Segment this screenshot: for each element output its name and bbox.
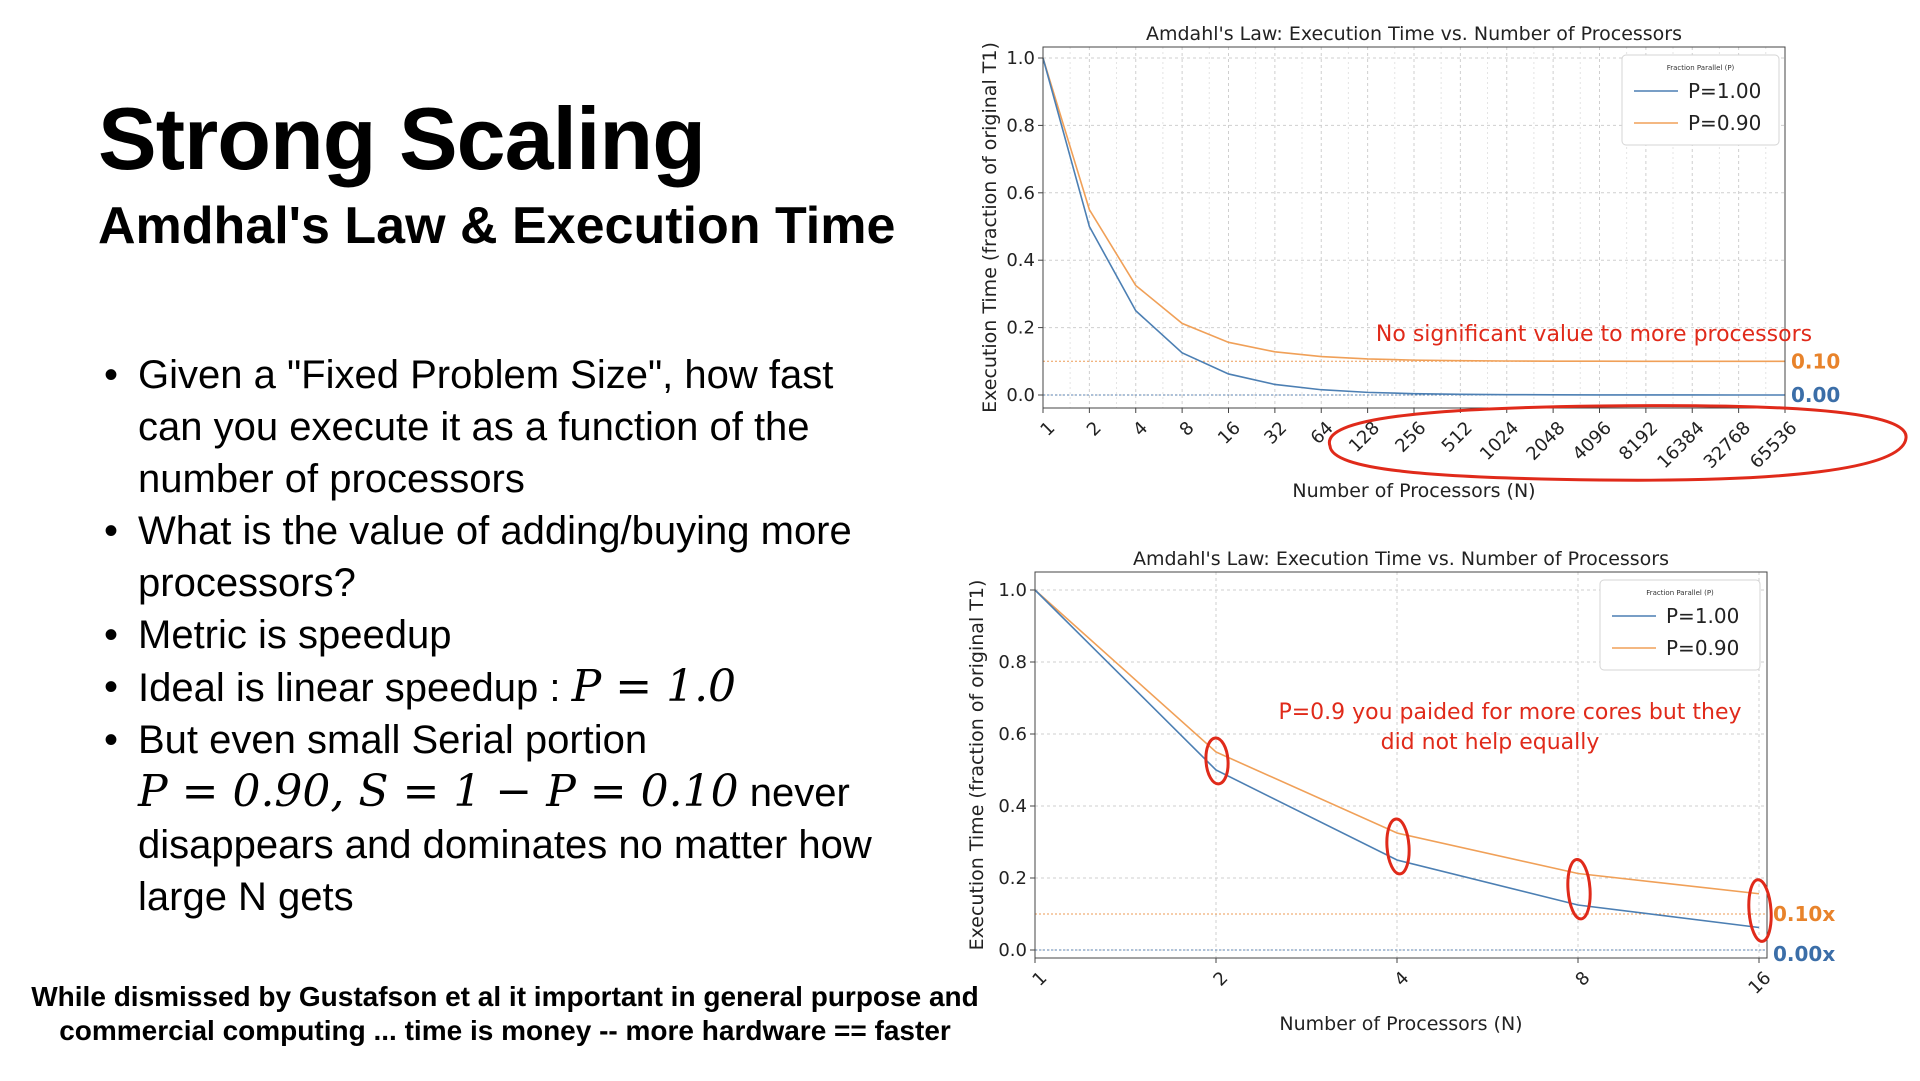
- annotation-text-line-2: did not help equally: [1381, 730, 1600, 755]
- legend-title: Fraction Parallel (P): [1646, 589, 1714, 597]
- annotation-circle: [1566, 857, 1592, 921]
- annotation-no-value: No significant value to more processors: [1376, 322, 1812, 347]
- legend-label: P=0.90: [1688, 111, 1761, 135]
- series-line: [1034, 589, 1760, 895]
- footer-line-1: While dismissed by Gustafson et al it im…: [31, 981, 979, 1012]
- x-axis-label: Number of Processors (N): [1279, 1013, 1522, 1035]
- x-tick-label: 4: [1129, 418, 1152, 441]
- y-tick-label: 0.0: [998, 940, 1027, 961]
- reference-label: 0.10x: [1773, 902, 1835, 926]
- y-tick-label: 0.8: [998, 652, 1027, 673]
- bullet-serial-text: But even small Serial portion: [138, 718, 648, 762]
- x-tick-label: 8: [1176, 418, 1199, 441]
- x-tick-label: 2048: [1522, 418, 1569, 465]
- x-tick-label: 1: [1036, 418, 1059, 441]
- y-tick-label: 0.0: [1006, 385, 1035, 406]
- legend-title: Fraction Parallel (P): [1667, 64, 1735, 72]
- plot-frame: [1034, 571, 1768, 959]
- x-tick-label: 2: [1209, 968, 1232, 991]
- y-tick-label: 0.4: [998, 796, 1027, 817]
- y-tick-label: 0.4: [1006, 250, 1035, 271]
- annotation-circle: [1204, 736, 1230, 786]
- legend-label: P=0.90: [1666, 636, 1739, 660]
- legend-label: P=1.00: [1688, 79, 1761, 103]
- x-tick-label: 16384: [1653, 418, 1708, 473]
- bullet-metric: Metric is speedup: [104, 609, 904, 661]
- y-axis-label: Execution Time (fraction of original T1): [979, 42, 1001, 413]
- annotation-circle: [1385, 817, 1411, 876]
- bullet-ideal-speedup: Ideal is linear speedup : P = 1.0: [104, 661, 904, 714]
- y-tick-label: 0.2: [998, 868, 1027, 889]
- reference-label: 0.10: [1791, 349, 1840, 373]
- legend-label: P=1.00: [1666, 604, 1739, 628]
- chart-bottom: 0.10x 0.00x 0.0 0.2 0.4 0.6 0.8 1.0 1 2 4 8 16 Amdahl…: [966, 548, 1835, 1035]
- y-tick-label: 0.6: [998, 724, 1027, 745]
- reference-label: 0.00: [1791, 383, 1840, 407]
- x-tick-label: 4: [1390, 968, 1413, 991]
- x-tick-label: 16: [1744, 968, 1775, 999]
- y-tick-label: 1.0: [998, 580, 1027, 601]
- reference-label: 0.00x: [1773, 942, 1835, 966]
- footer-line-2: commercial computing ... time is money -…: [59, 1015, 951, 1046]
- x-tick-label: 16: [1214, 418, 1245, 449]
- y-axis-label: Execution Time (fraction of original T1): [966, 580, 988, 951]
- y-tick-label: 0.2: [1006, 318, 1035, 339]
- x-tick-label: 2: [1083, 418, 1106, 441]
- bullet-fixed-problem-size: Given a "Fixed Problem Size", how fast c…: [104, 349, 904, 505]
- x-tick-label: 65536: [1746, 418, 1801, 473]
- x-tick-label: 32768: [1700, 418, 1755, 473]
- bullet-value-of-processors: What is the value of adding/buying more …: [104, 505, 904, 609]
- series-line: [1042, 57, 1785, 396]
- x-tick-label: 1: [1028, 968, 1051, 991]
- x-tick-label: 256: [1391, 418, 1430, 457]
- footer-note: While dismissed by Gustafson et al it im…: [0, 980, 1010, 1048]
- slide-subtitle: Amdhal's Law & Execution Time: [98, 197, 896, 255]
- y-tick-label: 0.6: [1006, 183, 1035, 204]
- x-axis-label: Number of Processors (N): [1292, 480, 1535, 502]
- bullet-ideal-text: Ideal is linear speedup :: [138, 666, 572, 710]
- y-tick-label: 0.8: [1006, 115, 1035, 136]
- bullet-serial-math: P = 0.90, S = 1 − P = 0.10: [138, 766, 739, 817]
- annotation-text-line-1: P=0.9 you paided for more cores but they: [1278, 700, 1741, 725]
- series-line: [1034, 589, 1760, 929]
- series-line: [1042, 57, 1785, 363]
- slide-title: Strong Scaling: [98, 89, 706, 188]
- chart-title: Amdahl's Law: Execution Time vs. Number …: [1133, 548, 1669, 570]
- bullet-ideal-math: P = 1.0: [571, 661, 737, 712]
- chart-top: 0.100.000.00.20.40.60.81.01 2 4 8 16 32 64 128 2…: [979, 23, 1908, 502]
- x-tick-label: 512: [1438, 418, 1477, 457]
- chart-title: Amdahl's Law: Execution Time vs. Number …: [1146, 23, 1682, 45]
- x-tick-label: 4096: [1569, 418, 1616, 465]
- y-tick-label: 1.0: [1006, 48, 1035, 69]
- x-tick-label: 1024: [1476, 418, 1523, 465]
- bullet-serial-rest: never disappears and dominates no matter…: [138, 771, 872, 919]
- x-tick-label: 32: [1260, 418, 1291, 449]
- x-tick-label: 8: [1571, 968, 1594, 991]
- annotation-ellipse: [1327, 404, 1908, 482]
- annotation-circle: [1747, 878, 1773, 943]
- bullet-list: Given a "Fixed Problem Size", how fast c…: [104, 349, 904, 923]
